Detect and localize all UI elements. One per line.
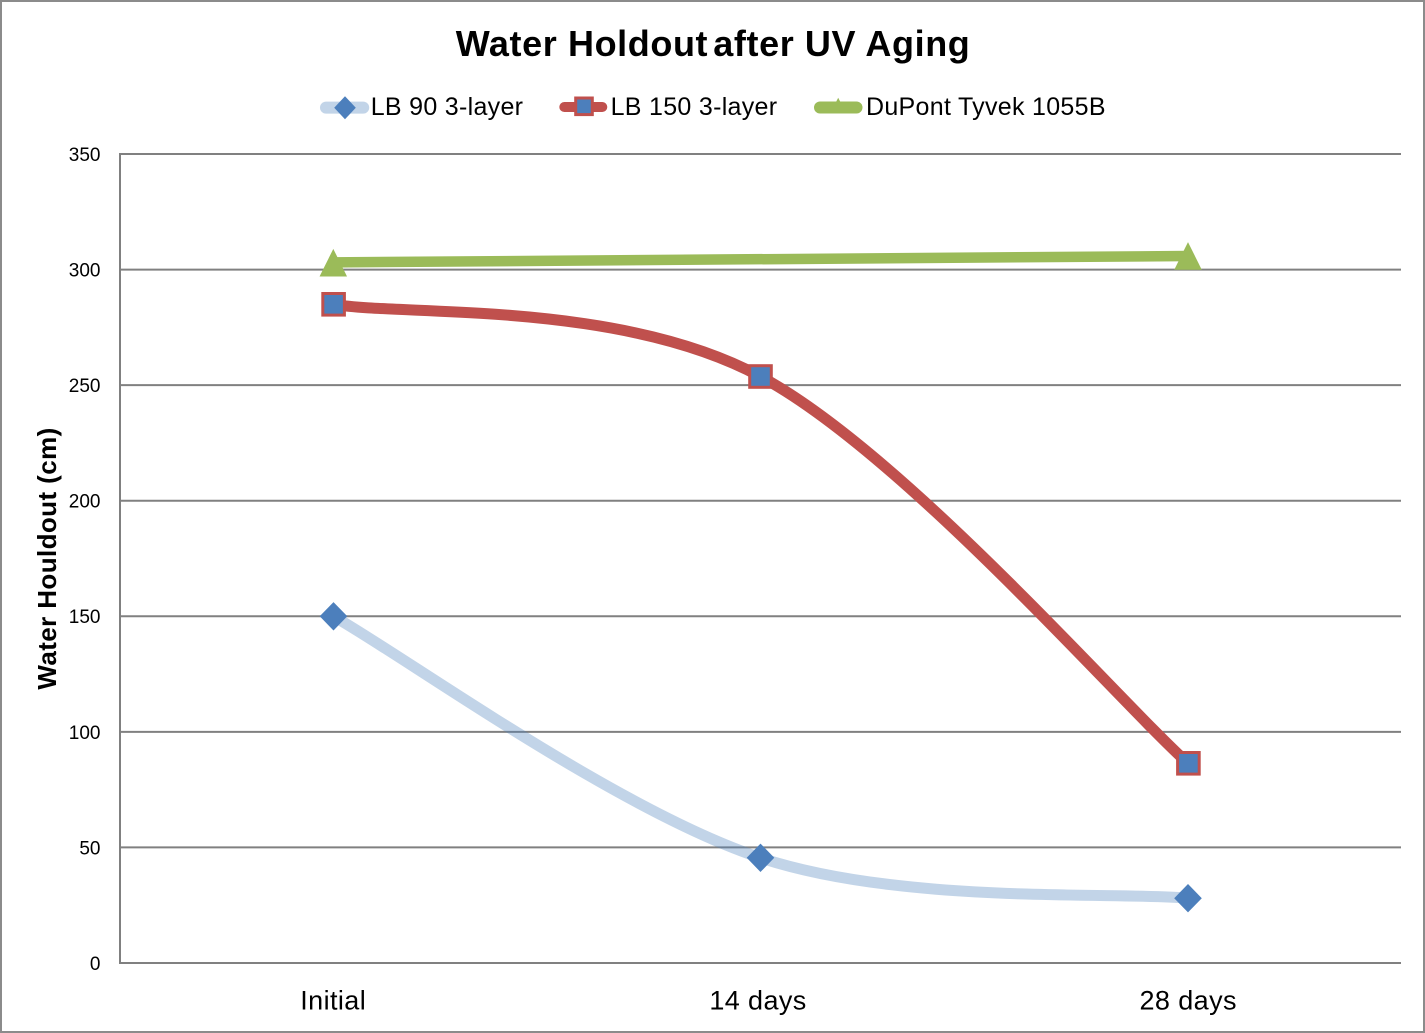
svg-text:14 days: 14 days [709,986,806,1016]
svg-text:350: 350 [69,145,101,166]
svg-text:28 days: 28 days [1140,986,1237,1016]
svg-text:150: 150 [69,607,101,628]
svg-text:Initial: Initial [300,986,366,1016]
svg-text:50: 50 [79,838,100,859]
svg-text:300: 300 [69,261,101,282]
svg-text:0: 0 [90,954,101,975]
svg-text:LB 150 3-layer: LB 150 3-layer [611,93,778,121]
svg-text:LB 90 3-layer: LB 90 3-layer [371,93,524,121]
svg-text:Water Houldout (cm): Water Houldout (cm) [32,427,62,689]
svg-text:Water Holdout: Water Holdout [456,23,708,64]
svg-text:DuPont Tyvek 1055B: DuPont Tyvek 1055B [866,93,1106,121]
svg-text:100: 100 [69,723,101,744]
svg-text:200: 200 [69,492,101,513]
svg-text:after UV Aging: after UV Aging [713,23,970,64]
svg-text:250: 250 [69,376,101,397]
